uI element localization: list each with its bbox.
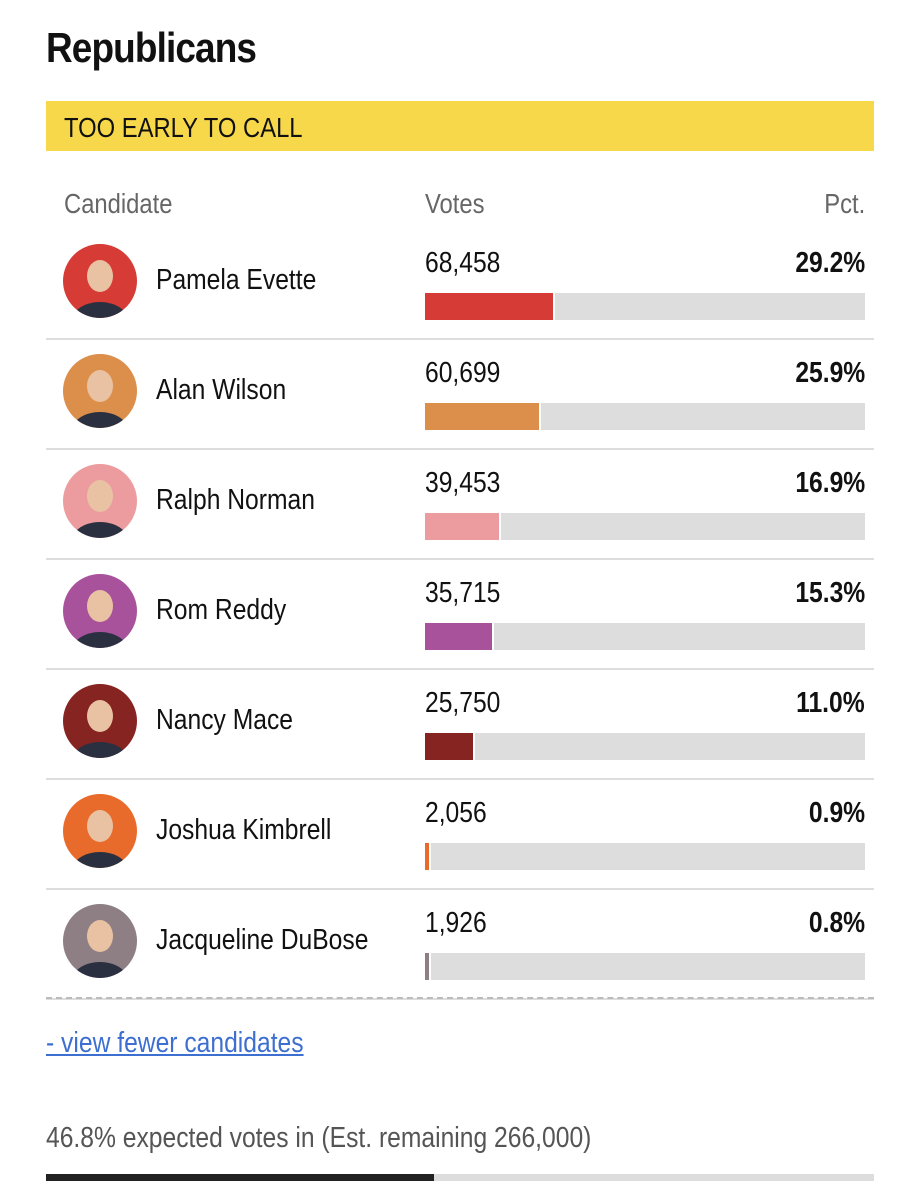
row-separator	[46, 338, 874, 340]
column-header: Votes	[425, 188, 485, 219]
reporting-text: 46.8% expected votes in (Est. remaining …	[46, 1122, 592, 1154]
avatar-figure	[71, 480, 129, 538]
vote-track	[425, 293, 865, 320]
candidate-row: Alan Wilson 60,699 25.9%	[46, 340, 874, 450]
candidate-name: Joshua Kimbrell	[156, 814, 332, 846]
vote-count: 25,750	[425, 687, 501, 719]
candidate-row: Rom Reddy 35,715 15.3%	[46, 560, 874, 670]
face	[87, 920, 113, 952]
candidate-row: Pamela Evette 68,458 29.2%	[46, 230, 874, 340]
face	[87, 480, 113, 512]
avatar-figure	[71, 590, 129, 648]
avatar	[63, 354, 137, 428]
vote-track	[425, 843, 865, 870]
status-text: TOO EARLY TO CALL	[64, 112, 303, 143]
title: Republicans	[46, 24, 257, 71]
vote-bar	[425, 403, 541, 430]
face	[87, 260, 113, 292]
avatar-figure	[71, 920, 129, 978]
shoulders	[71, 962, 129, 978]
vote-track	[425, 733, 865, 760]
row-separator	[46, 778, 874, 780]
vote-bar	[425, 293, 556, 320]
avatar	[63, 684, 137, 758]
candidate-name: Ralph Norman	[156, 484, 315, 516]
avatar-figure	[71, 370, 129, 428]
vote-pct: 11.0%	[796, 687, 865, 719]
vote-pct: 15.3%	[795, 577, 865, 609]
status-banner: TOO EARLY TO CALL	[46, 101, 874, 151]
vote-count: 2,056	[425, 797, 487, 829]
shoulders	[71, 412, 129, 428]
row-separator	[46, 998, 874, 1000]
candidate-row: Ralph Norman 39,453 16.9%	[46, 450, 874, 560]
row-separator	[46, 888, 874, 890]
shoulders	[71, 522, 129, 538]
vote-count: 39,453	[425, 467, 501, 499]
row-separator	[46, 668, 874, 670]
vote-count: 68,458	[425, 247, 501, 279]
vote-count: 60,699	[425, 357, 501, 389]
avatar	[63, 244, 137, 318]
vote-bar	[425, 953, 431, 980]
vote-bar	[425, 733, 476, 760]
avatar	[63, 464, 137, 538]
vote-pct: 16.9%	[795, 467, 865, 499]
candidate-name: Alan Wilson	[156, 374, 287, 406]
vote-bar	[425, 623, 495, 650]
vote-count: 1,926	[425, 907, 487, 939]
vote-track	[425, 403, 865, 430]
candidate-name: Rom Reddy	[156, 594, 287, 626]
shoulders	[71, 852, 129, 868]
candidate-row: Joshua Kimbrell 2,056 0.9%	[46, 780, 874, 890]
divider	[46, 997, 874, 999]
vote-pct: 0.8%	[808, 907, 865, 939]
vote-track	[425, 513, 865, 540]
column-header: Pct.	[824, 188, 865, 219]
face	[87, 700, 113, 732]
vote-track	[425, 953, 865, 980]
candidate-name: Pamela Evette	[156, 264, 317, 296]
column-header: Candidate	[64, 188, 173, 219]
candidate-row: Jacqueline DuBose 1,926 0.8%	[46, 890, 874, 1000]
vote-pct: 0.9%	[808, 797, 865, 829]
avatar-figure	[71, 700, 129, 758]
face	[87, 590, 113, 622]
candidate-row: Nancy Mace 25,750 11.0%	[46, 670, 874, 780]
avatar	[63, 574, 137, 648]
vote-track	[425, 623, 865, 650]
face	[87, 810, 113, 842]
avatar-figure	[71, 260, 129, 318]
shoulders	[71, 302, 129, 318]
toggle-link[interactable]: - view fewer candidates	[46, 1027, 304, 1059]
row-separator	[46, 448, 874, 450]
vote-pct: 25.9%	[795, 357, 865, 389]
avatar-figure	[71, 810, 129, 868]
vote-pct: 29.2%	[795, 247, 865, 279]
row-separator	[46, 558, 874, 560]
vote-bar	[425, 513, 502, 540]
reporting-track	[46, 1174, 874, 1181]
avatar	[63, 794, 137, 868]
vote-bar	[425, 843, 431, 870]
reporting-bar	[46, 1174, 434, 1181]
avatar	[63, 904, 137, 978]
candidate-name: Jacqueline DuBose	[156, 924, 369, 956]
shoulders	[71, 742, 129, 758]
face	[87, 370, 113, 402]
shoulders	[71, 632, 129, 648]
vote-count: 35,715	[425, 577, 501, 609]
candidate-name: Nancy Mace	[156, 704, 293, 736]
